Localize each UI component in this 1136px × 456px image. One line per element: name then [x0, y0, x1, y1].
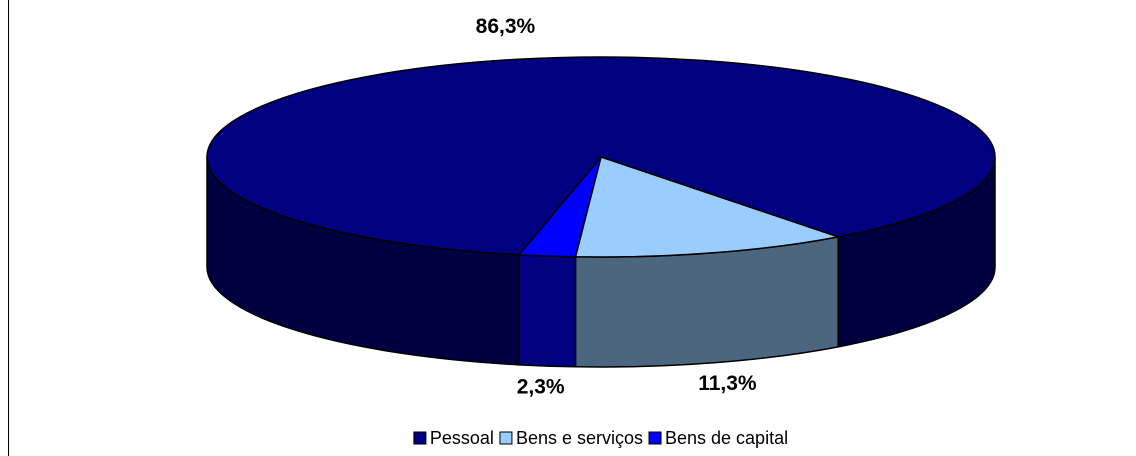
pie-slice: [206, 56, 996, 256]
legend-label: Pessoal: [430, 428, 494, 448]
data-label: 86,3%: [476, 15, 536, 38]
data-label: 2,3%: [517, 375, 565, 398]
pie-slice: [574, 156, 842, 258]
legend-label: Bens de capital: [665, 428, 788, 448]
legend-swatch: [648, 431, 662, 445]
legend-label: Bens e serviços: [516, 428, 643, 448]
pie-side: [518, 254, 577, 368]
pie-slice: [517, 156, 602, 258]
legend-swatch: [499, 431, 513, 445]
legend-swatch: [413, 431, 427, 445]
data-label: 11,3%: [698, 372, 757, 395]
